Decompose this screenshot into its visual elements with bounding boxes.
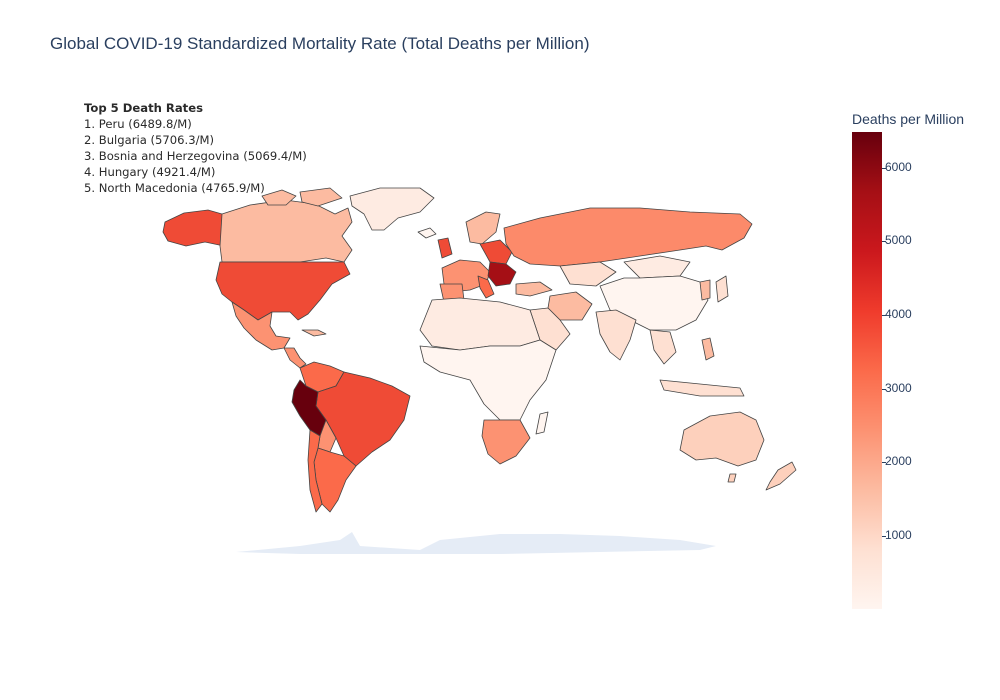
region-turkey[interactable] <box>515 281 553 297</box>
region-greenland[interactable] <box>349 187 435 231</box>
region-central-america[interactable] <box>283 347 307 369</box>
region-tasmania[interactable] <box>727 473 737 483</box>
colorbar-tick-mark <box>882 315 886 316</box>
annotation-item-5: 5. North Macedonia (4765.9/M) <box>84 180 265 195</box>
region-russia[interactable] <box>503 207 753 267</box>
colorbar-tick-mark <box>882 168 886 169</box>
region-philippines[interactable] <box>701 337 715 361</box>
region-antarctica <box>236 532 716 554</box>
region-canada[interactable] <box>219 199 353 263</box>
region-korea[interactable] <box>699 279 711 301</box>
colorbar-tick-5000: 5000 <box>885 233 912 247</box>
colorbar-tick-mark <box>882 536 886 537</box>
annotation-item-1: 1. Peru (6489.8/M) <box>84 116 192 131</box>
colorbar-tick-mark <box>882 389 886 390</box>
region-mexico[interactable] <box>231 301 291 351</box>
colorbar-tick-2000: 2000 <box>885 454 912 468</box>
region-usa[interactable] <box>215 261 351 321</box>
top-rates-annotation: Top 5 Death Rates 1. Peru (6489.8/M) 2. … <box>84 101 307 196</box>
region-italy[interactable] <box>477 275 495 299</box>
region-chile[interactable] <box>307 429 323 513</box>
colorbar-tick-mark <box>882 241 886 242</box>
region-mongolia[interactable] <box>623 255 691 279</box>
region-australia[interactable] <box>679 411 765 467</box>
region-japan[interactable] <box>715 275 729 303</box>
chart-title: Global COVID-19 Standardized Mortality R… <box>50 34 590 53</box>
region-iceland[interactable] <box>417 227 437 239</box>
annotation-item-4: 4. Hungary (4921.4/M) <box>84 164 216 179</box>
region-uk[interactable] <box>437 237 453 259</box>
annotation-heading: Top 5 Death Rates <box>84 101 203 115</box>
region-new-zealand[interactable] <box>765 461 797 491</box>
region-indonesia[interactable] <box>659 379 745 397</box>
colorbar-gradient <box>852 132 882 609</box>
annotation-item-3: 3. Bosnia and Herzegovina (5069.4/M) <box>84 148 307 163</box>
region-north-africa[interactable] <box>419 297 541 351</box>
region-canadian-arctic[interactable] <box>261 189 297 206</box>
region-southern-africa[interactable] <box>481 419 531 465</box>
colorbar-tick-3000: 3000 <box>885 381 912 395</box>
colorbar-title: Deaths per Million <box>852 111 965 127</box>
colorbar-tick-6000: 6000 <box>885 160 912 174</box>
colorbar-tick-1000: 1000 <box>885 528 912 542</box>
region-caribbean[interactable] <box>301 329 327 337</box>
region-kazakhstan[interactable] <box>559 261 617 287</box>
region-madagascar[interactable] <box>535 411 549 435</box>
region-central-europe[interactable] <box>479 239 513 265</box>
colorbar-tick-4000: 4000 <box>885 307 912 321</box>
region-india[interactable] <box>595 309 637 361</box>
region-balkans[interactable] <box>487 261 517 287</box>
annotation-item-2: 2. Bulgaria (5706.3/M) <box>84 132 215 147</box>
region-alaska[interactable] <box>162 209 225 247</box>
region-scandinavia[interactable] <box>465 211 501 245</box>
region-canadian-arctic[interactable] <box>299 187 343 207</box>
region-central-africa[interactable] <box>419 339 557 421</box>
colorbar-tick-mark <box>882 462 886 463</box>
region-southeast-asia[interactable] <box>649 329 677 365</box>
